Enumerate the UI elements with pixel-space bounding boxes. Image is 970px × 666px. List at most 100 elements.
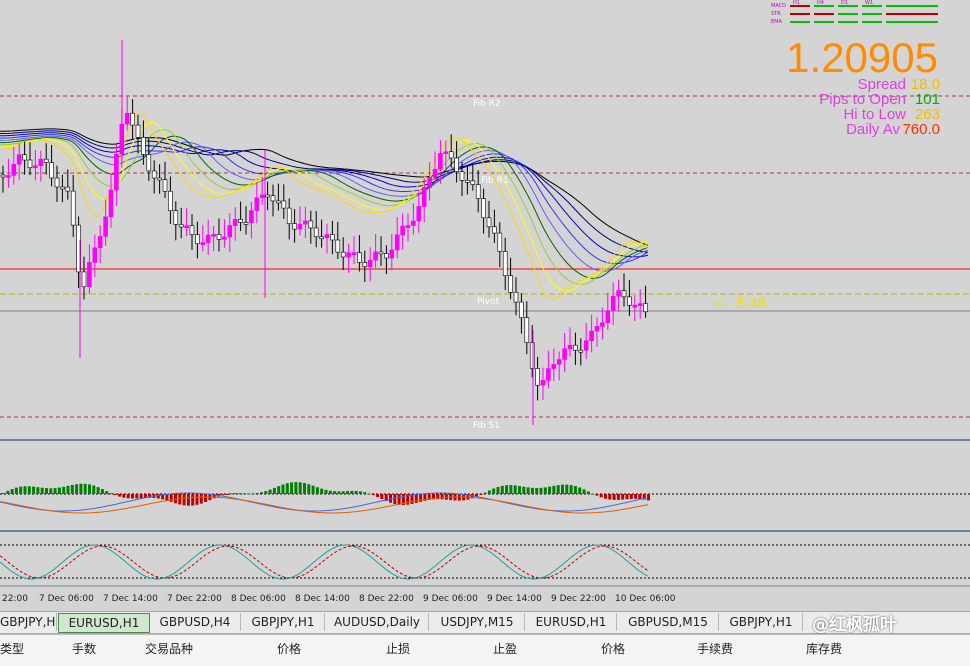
candle-body xyxy=(351,252,357,255)
macd-bar xyxy=(311,485,315,494)
candle-body xyxy=(200,242,206,245)
macd-bar xyxy=(113,494,117,496)
bar-countdown: <-- 5:48 xyxy=(714,295,766,312)
macd-bar xyxy=(423,494,427,501)
candle-body xyxy=(92,247,98,263)
candle-body xyxy=(583,340,589,351)
macd-bar xyxy=(281,484,285,494)
candle-body xyxy=(60,186,65,190)
macd-bar xyxy=(556,485,560,494)
tab-eurusd-h1[interactable]: EURUSD,H1 xyxy=(58,613,150,633)
candle-body xyxy=(340,251,346,258)
macd-bar xyxy=(548,486,552,494)
candle-body xyxy=(162,179,168,192)
macd-bar xyxy=(19,486,23,494)
col-lots[interactable]: 手数 xyxy=(72,642,97,656)
macd-bar xyxy=(380,494,384,500)
macd-bar xyxy=(573,486,577,494)
mini-legend-row-str: STR xyxy=(771,11,781,17)
macd-bar xyxy=(165,494,169,501)
macd-bar xyxy=(595,494,599,496)
col-type[interactable]: 类型 xyxy=(0,642,25,656)
macd-bar xyxy=(277,486,281,494)
fib-r1-label: Fib R1 xyxy=(481,176,509,186)
candle-body xyxy=(33,165,38,169)
macd-bar xyxy=(569,485,573,494)
macd-bar xyxy=(131,494,134,499)
macd-bar xyxy=(122,494,126,498)
tab-gbpjpy-h1[interactable]: GBPJPY,H1 xyxy=(720,613,803,631)
macd-bar xyxy=(337,491,341,494)
macd-bar xyxy=(70,484,74,494)
macd-bar xyxy=(79,483,83,494)
macd-bar xyxy=(389,494,392,503)
macd-bar xyxy=(350,490,354,494)
col-price[interactable]: 价格 xyxy=(277,642,302,656)
trade-table-header: 类型 手数 交易品种 价格 止损 止盈 价格 手续费 库存费 xyxy=(0,634,970,666)
candle-body xyxy=(529,342,535,369)
mini-legend-row-ema: EMA xyxy=(771,19,782,25)
candle-body xyxy=(22,154,27,161)
macd-bar xyxy=(251,493,255,495)
candle-body xyxy=(384,253,389,259)
macd-bar xyxy=(621,494,625,500)
macd-bar xyxy=(88,484,91,494)
col-take-profit[interactable]: 止盈 xyxy=(493,642,518,656)
spread-value: 18.0 xyxy=(911,76,940,93)
candle-body xyxy=(324,234,330,238)
macd-bar xyxy=(599,494,603,498)
macd-bar xyxy=(148,494,152,498)
macd-bar xyxy=(586,491,590,494)
fib-r2-label: Fib R2 xyxy=(473,99,501,109)
candle-body xyxy=(589,330,594,341)
candle-body xyxy=(168,190,173,211)
tab-gbpjpy-h1[interactable]: GBPJPY,H1 xyxy=(242,613,325,631)
macd-bar xyxy=(225,494,229,495)
macd-bar xyxy=(268,489,272,494)
candle-body xyxy=(0,174,6,178)
tab-usdjpy-m15[interactable]: USDJPY,M15 xyxy=(430,613,525,631)
col-commission[interactable]: 手续费 xyxy=(697,642,734,656)
candle-body xyxy=(573,344,578,351)
candle-body xyxy=(405,225,411,228)
candle-body xyxy=(540,380,546,386)
macd-bar xyxy=(156,494,160,499)
candle-body xyxy=(432,169,438,178)
macd-bar xyxy=(139,494,143,499)
tab-audusd-daily[interactable]: AUDUSD,Daily xyxy=(326,613,429,631)
price-chart[interactable]: MACD STR EMA H1 H4 D1 W1 1.20905 Spread … xyxy=(0,0,970,611)
col-swap[interactable]: 库存费 xyxy=(806,642,843,656)
macd-bar xyxy=(45,488,48,494)
candle-body xyxy=(416,206,422,222)
macd-bar xyxy=(642,494,646,500)
candle-body xyxy=(124,112,130,125)
pips-to-open-label: Pips to Open xyxy=(819,91,906,108)
time-label: 9 Dec 22:00 xyxy=(551,594,606,604)
candle-body xyxy=(330,234,335,241)
col-price-2[interactable]: 价格 xyxy=(601,642,626,656)
hi-to-low-value: 263 xyxy=(915,106,940,123)
candle-body xyxy=(6,175,11,178)
macd-bar xyxy=(487,490,491,494)
tab-eurusd-h1[interactable]: EURUSD,H1 xyxy=(526,613,617,631)
macd-bar xyxy=(552,485,556,494)
macd-bar xyxy=(285,483,289,494)
time-axis: 22:00 7 Dec 06:00 7 Dec 14:00 7 Dec 22:0… xyxy=(2,594,676,604)
candle-body xyxy=(556,359,562,365)
candle-body xyxy=(411,220,416,226)
tab-gbpjpy-h1[interactable]: GBPJPY,H1 xyxy=(0,613,57,631)
candle-body xyxy=(276,200,281,204)
macd-bar xyxy=(27,486,31,494)
tab-gbpusd-h4[interactable]: GBPUSD,H4 xyxy=(150,613,241,631)
col-stop-loss[interactable]: 止损 xyxy=(386,642,411,656)
macd-bar xyxy=(75,484,79,494)
macd-bar xyxy=(23,486,27,494)
candle-body xyxy=(243,222,249,225)
macd-bar xyxy=(195,494,199,505)
macd-bar xyxy=(199,494,203,504)
macd-bar xyxy=(247,493,251,495)
col-symbol[interactable]: 交易品种 xyxy=(145,642,194,656)
macd-bar xyxy=(341,491,345,494)
macd-bar xyxy=(92,485,96,494)
tab-gbpusd-m15[interactable]: GBPUSD,M15 xyxy=(618,613,719,631)
